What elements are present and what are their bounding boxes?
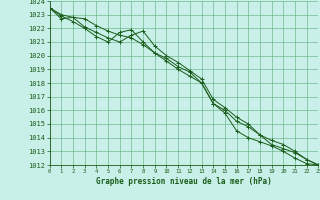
X-axis label: Graphe pression niveau de la mer (hPa): Graphe pression niveau de la mer (hPa) <box>96 177 272 186</box>
